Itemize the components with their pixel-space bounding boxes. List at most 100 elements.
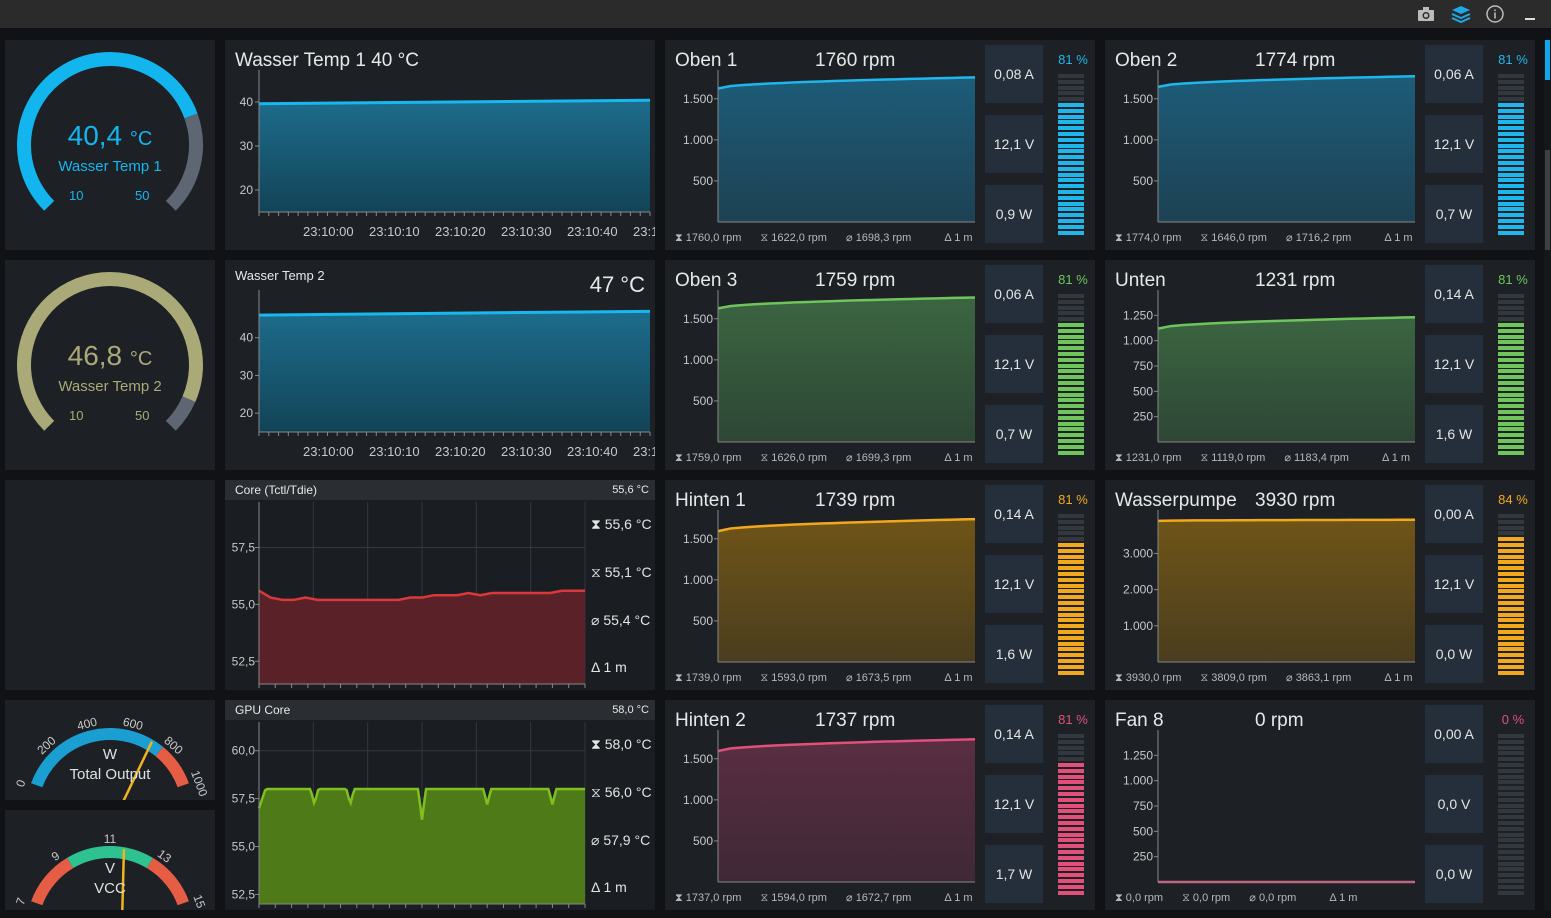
level-bar [1058, 763, 1084, 767]
fan-panel[interactable]: 3.000 2.000 1.000 Wasserpumpe 3930 rpm 0,0… [1105, 480, 1535, 690]
stat-max: ⧗ 1759,0 rpm [675, 452, 742, 464]
level-bar [1058, 670, 1084, 675]
fan-chart-plot: 1.250 1.000 750 500 250 [1123, 730, 1415, 884]
water-temp-2-chart[interactable]: 40 30 20 23:10:00 23:10:10 23:10:20 23:10:30 23… [225, 260, 655, 470]
level-bar [1058, 821, 1084, 825]
level-bar [1498, 346, 1524, 351]
temp-chart-plot: 40 30 20 23:10:00 23:10:10 23:10:20 23:10:30 23… [240, 70, 655, 239]
level-bar [1058, 786, 1084, 791]
fan-percent: 81 % [1058, 272, 1088, 287]
x-tick-label: 23:10:30 [501, 444, 552, 459]
level-bar [1058, 635, 1084, 640]
gauge-value-arc [17, 272, 203, 431]
title-bar [0, 0, 1551, 28]
gauge-ring [17, 52, 203, 211]
fan-panel[interactable]: 1.500 1.000 500 Oben 2 1774 rpm 0,06 A 12,… [1105, 40, 1535, 250]
x-tick-label: 23:10:50 [633, 224, 655, 239]
y-tick-label: 1.500 [683, 92, 713, 106]
level-bar [1498, 172, 1524, 177]
level-bar [1058, 884, 1084, 889]
level-bar [1058, 143, 1084, 148]
level-bar [1058, 583, 1084, 588]
x-tick-label: 23:10:40 [567, 224, 618, 239]
level-bar [1058, 444, 1084, 449]
level-bar [1058, 178, 1084, 183]
empty-panel [5, 480, 215, 690]
stat-window: Δ 1 m [944, 672, 973, 684]
stat-window: Δ 1 m [1384, 232, 1413, 244]
y-tick-label: 20 [240, 183, 254, 197]
scrollbar-thumb[interactable] [1545, 150, 1550, 250]
gauge-value-arc [17, 52, 198, 211]
level-bar [1498, 120, 1524, 125]
gauge-tick-label: 0 [13, 778, 29, 789]
stat-max: ⧗ 1760,0 rpm [675, 232, 742, 244]
stat-avg: ⌀ 1673,5 rpm [846, 672, 912, 684]
scrollbar-track[interactable] [1544, 40, 1551, 910]
level-bar [1498, 560, 1524, 565]
fan-area [718, 519, 975, 662]
gauge-label: VCC [94, 880, 126, 897]
level-bar [1498, 734, 1524, 738]
fan-stats: ⧗ 0,0 rpm ⧖ 0,0 rpm ⌀ 0,0 rpm Δ 1 m [1115, 891, 1373, 905]
fan-voltage: 12,1 V [985, 555, 1043, 613]
level-bar [1498, 126, 1524, 131]
level-bar [1498, 404, 1524, 409]
fan-power: 0,7 W [1425, 185, 1483, 243]
level-bar [1498, 149, 1524, 154]
fan-panel[interactable]: 1.500 1.000 500 Oben 1 1760 rpm 0,08 A 12,… [665, 40, 1095, 250]
level-bar [1498, 519, 1524, 524]
layers-icon[interactable] [1451, 4, 1471, 24]
level-bar [1498, 207, 1524, 212]
level-bar [1498, 410, 1524, 414]
stat-min: ⧖ 0,0 rpm [1182, 892, 1231, 904]
water-temp-2-gauge[interactable]: 46,8 °C Wasser Temp 2 10 50 [5, 260, 215, 470]
fan-rpm: 3930 rpm [1255, 490, 1336, 511]
y-tick-label: 1.000 [1123, 334, 1153, 348]
fan-current: 0,14 A [985, 485, 1043, 543]
stat-avg: ⌀ 1716,2 rpm [1286, 232, 1352, 244]
level-bar [1498, 659, 1524, 663]
stat-avg: ⌀ 55,4 °C [591, 612, 651, 628]
fan-panel[interactable]: 1.500 1.000 500 Oben 3 1759 rpm 0,06 A 12,… [665, 260, 1095, 470]
level-bar [1058, 369, 1084, 374]
y-tick-label: 2.000 [1123, 583, 1153, 597]
total-output-gauge[interactable]: 0 200 400 600 800 1000 W Total Output [5, 700, 215, 800]
level-bar [1498, 630, 1524, 634]
fan-line [1157, 316, 1416, 330]
y-tick-label: 55,0 [232, 597, 256, 611]
gauge-segment [31, 857, 74, 906]
chart-title: Wasser Temp 1 40 °C [235, 50, 419, 71]
fan-panel[interactable]: 1.250 1.000 750 500 250 Unten 1231 rpm 0,14 … [1105, 260, 1535, 470]
vcc-gauge[interactable]: 7 9 11 13 15 V VCC [5, 810, 215, 910]
level-bar [1058, 219, 1084, 223]
fan-area [718, 77, 975, 222]
level-bar [1058, 415, 1084, 420]
fan-line [717, 296, 976, 310]
sensor-chart-plot: 57,5 55,0 52,5 [232, 502, 586, 688]
minimize-icon[interactable] [1520, 4, 1540, 24]
fan-voltage: 12,1 V [985, 335, 1043, 393]
level-bar [1498, 855, 1524, 860]
level-bar [1498, 641, 1524, 646]
level-bar [1498, 433, 1524, 438]
info-icon[interactable] [1485, 4, 1505, 24]
gauge-label: Wasser Temp 2 [58, 378, 162, 395]
y-tick-label: 40 [240, 331, 254, 345]
fan-stats: ⧗ 1737,0 rpm ⧖ 1594,0 rpm ⌀ 1672,7 rpm Δ… [675, 891, 989, 905]
stat-max: ⧗ 1774,0 rpm [1115, 232, 1182, 244]
level-bar [1498, 299, 1524, 304]
fan-panel[interactable]: 1.500 1.000 500 Hinten 2 1737 rpm 0,14 A 1… [665, 700, 1095, 910]
level-bar [1058, 844, 1084, 849]
cpu-core-chart[interactable]: 57,5 55,0 52,5 Core (Tctl/Tdie) 55,6 °C ⧗ … [225, 480, 655, 690]
water-temp-1-gauge[interactable]: 40,4 °C Wasser Temp 1 10 50 [5, 40, 215, 250]
gpu-core-chart[interactable]: 60,0 57,5 55,0 52,5 GPU Core 58,0 °C ⧗ 58,0… [225, 700, 655, 910]
water-temp-1-chart[interactable]: 40 30 20 23:10:00 23:10:10 23:10:20 23:10:30 23… [225, 40, 655, 250]
stat-min: ⧖ 1119,0 rpm [1200, 452, 1266, 464]
fan-panel[interactable]: 1.250 1.000 750 500 250 Fan 8 0 rpm 0,00 A 0… [1105, 700, 1535, 910]
stat-window: Δ 1 m [591, 659, 627, 675]
level-bar [1498, 537, 1524, 542]
camera-icon[interactable] [1416, 4, 1436, 24]
level-bar [1498, 601, 1524, 605]
fan-panel[interactable]: 1.500 1.000 500 Hinten 1 1739 rpm 0,14 A 1… [665, 480, 1095, 690]
